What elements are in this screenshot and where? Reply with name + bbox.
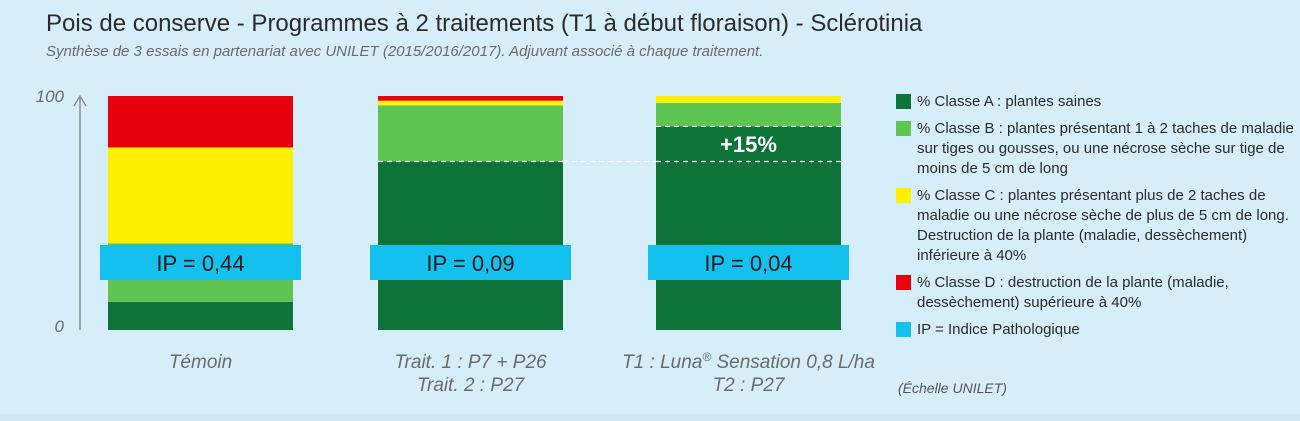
ip-label-3: IP = 0,04 [704, 251, 792, 276]
bottom-strip [0, 414, 1300, 421]
bar-segment-classe-a-1 [108, 301, 293, 330]
bar-segment-classe-d-2 [378, 96, 563, 101]
legend-swatch-classe-c [896, 188, 911, 203]
bar-segment-classe-c-1 [108, 147, 293, 244]
category-label-2-line-1: Trait. 1 : P7 + P26 [394, 352, 547, 373]
legend: % Classe A : plantes saines % Classe B :… [896, 92, 1296, 347]
bar-segment-classe-c-3 [656, 96, 841, 104]
category-label-2-line-2: Trait. 2 : P27 [417, 375, 526, 396]
ip-band-3 [648, 245, 849, 280]
legend-label-classe-b: % Classe B : plantes présentant 1 à 2 ta… [917, 120, 1294, 177]
ip-band-1 [100, 245, 301, 280]
bar-segment-classe-b-2 [378, 105, 563, 162]
stacked-bar-chart: 100 0 +15% IP = 0,44 IP = 0,09 IP = 0,04 Témoi… [36, 87, 875, 396]
y-axis-arrowhead [73, 94, 87, 107]
y-tick-label-0: 0 [55, 317, 65, 336]
category-label-3-line-2: T2 : P27 [713, 375, 786, 396]
legend-item-classe-a: % Classe A : plantes saines [896, 92, 1296, 112]
legend-item-ip: IP = Indice Pathologique [896, 320, 1296, 340]
bar-segment-classe-c-2 [378, 100, 563, 106]
chart-title: Pois de conserve - Programmes à 2 traite… [46, 10, 923, 37]
scale-note: (Échelle UNILET) [898, 380, 1007, 396]
category-label-3-line-1: T1 : Luna® Sensation 0,8 L/ha [622, 350, 875, 373]
bar-segment-classe-a-3 [656, 126, 841, 330]
legend-label-classe-d: % Classe D : destruction de la plante (m… [917, 274, 1229, 311]
legend-swatch-classe-a [896, 94, 911, 109]
annotation-label: +15% [720, 132, 777, 157]
legend-swatch-classe-d [896, 275, 911, 290]
legend-label-classe-a: % Classe A : plantes saines [917, 93, 1102, 110]
legend-label-ip: IP = Indice Pathologique [917, 321, 1080, 338]
chart-subtitle: Synthèse de 3 essais en partenariat avec… [46, 43, 764, 60]
bar-segment-classe-b-3 [656, 103, 841, 127]
ip-label-2: IP = 0,09 [426, 251, 514, 276]
bar-segment-classe-d-1 [108, 96, 293, 148]
legend-item-classe-c: % Classe C : plantes présentant plus de … [896, 186, 1296, 266]
legend-item-classe-d: % Classe D : destruction de la plante (m… [896, 273, 1296, 313]
ip-band-2 [370, 245, 571, 280]
ip-label-1: IP = 0,44 [156, 251, 244, 276]
legend-item-classe-b: % Classe B : plantes présentant 1 à 2 ta… [896, 119, 1296, 179]
y-tick-label-100: 100 [36, 87, 65, 106]
legend-swatch-classe-b [896, 121, 911, 136]
category-label-1-line-1: Témoin [169, 352, 232, 373]
legend-label-classe-c: % Classe C : plantes présentant plus de … [917, 187, 1289, 264]
legend-swatch-ip [896, 322, 911, 337]
